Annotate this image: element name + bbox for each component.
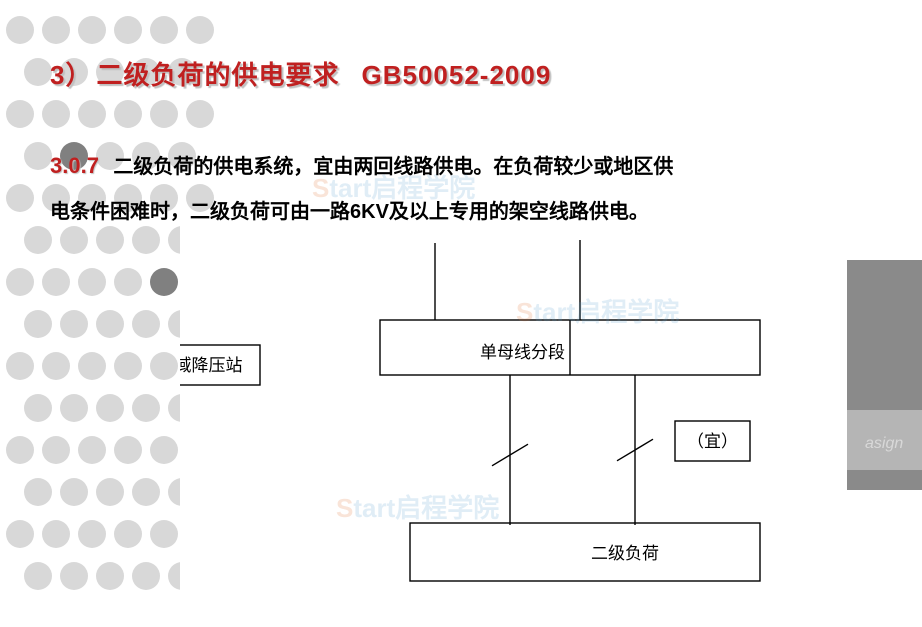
clause-number: 3.0.7 [50,153,99,178]
title-main: 二级负荷的供电要求 [96,60,339,90]
section-title: 3） 二级负荷的供电要求 GB50052-2009 [50,55,551,92]
svg-text:区域降压站: 区域降压站 [180,356,243,375]
svg-text:（宜）: （宜） [687,432,738,451]
clause-line2: 电条件困难时，二级负荷可由一路6KV及以上专用的架空线路供电。 [50,201,649,223]
diagram-svg: 单母线分段区域降压站 （宜） 二级负荷 [180,225,770,615]
title-prefix: 3） [50,60,92,90]
side-panel-graphic: asign [847,260,922,490]
clause-text: 3.0.7 二级负荷的供电系统，宜由两回线路供电。在负荷较少或地区供 电条件困难… [50,142,882,234]
single-line-diagram: 单母线分段区域降压站 （宜） 二级负荷 [180,225,770,615]
svg-text:二级负荷: 二级负荷 [591,544,659,563]
svg-text:单母线分段: 单母线分段 [480,343,565,362]
title-code: GB50052-2009 [361,60,551,90]
side-panel-label: asign [865,435,903,452]
clause-line1: 二级负荷的供电系统，宜由两回线路供电。在负荷较少或地区供 [113,156,673,178]
